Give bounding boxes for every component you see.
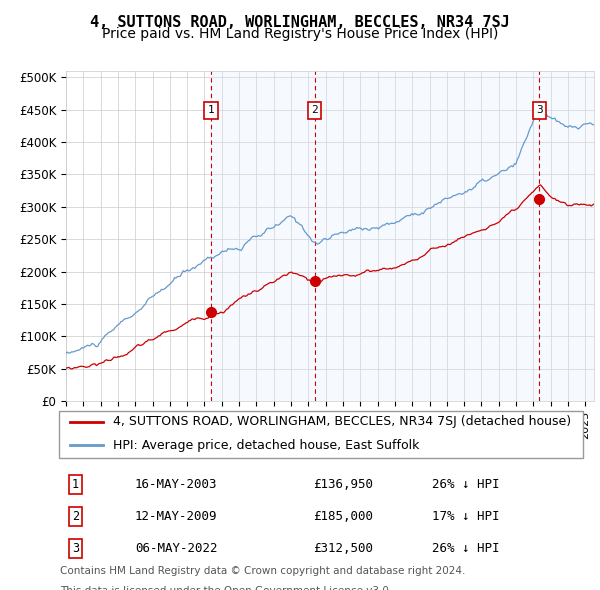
Text: £312,500: £312,500 bbox=[313, 542, 373, 555]
Text: 16-MAY-2003: 16-MAY-2003 bbox=[135, 478, 218, 491]
Text: 26% ↓ HPI: 26% ↓ HPI bbox=[432, 478, 499, 491]
Text: £136,950: £136,950 bbox=[313, 478, 373, 491]
Text: 17% ↓ HPI: 17% ↓ HPI bbox=[432, 510, 499, 523]
Bar bbox=[539, 71, 594, 401]
Text: Contains HM Land Registry data © Crown copyright and database right 2024.: Contains HM Land Registry data © Crown c… bbox=[60, 566, 466, 576]
Text: 1: 1 bbox=[208, 106, 214, 116]
Text: 2: 2 bbox=[311, 106, 318, 116]
Text: 12-MAY-2009: 12-MAY-2009 bbox=[135, 510, 218, 523]
Text: HPI: Average price, detached house, East Suffolk: HPI: Average price, detached house, East… bbox=[113, 439, 420, 452]
Text: 3: 3 bbox=[72, 542, 79, 555]
Text: 06-MAY-2022: 06-MAY-2022 bbox=[135, 542, 218, 555]
Bar bbox=[211, 71, 314, 401]
Text: 1: 1 bbox=[72, 478, 79, 491]
Text: 4, SUTTONS ROAD, WORLINGHAM, BECCLES, NR34 7SJ (detached house): 4, SUTTONS ROAD, WORLINGHAM, BECCLES, NR… bbox=[113, 415, 572, 428]
Text: £185,000: £185,000 bbox=[313, 510, 373, 523]
Text: This data is licensed under the Open Government Licence v3.0.: This data is licensed under the Open Gov… bbox=[60, 586, 392, 590]
FancyBboxPatch shape bbox=[59, 411, 583, 458]
Bar bbox=[314, 71, 539, 401]
Text: 4, SUTTONS ROAD, WORLINGHAM, BECCLES, NR34 7SJ: 4, SUTTONS ROAD, WORLINGHAM, BECCLES, NR… bbox=[90, 15, 510, 30]
Text: 3: 3 bbox=[536, 106, 543, 116]
Text: Price paid vs. HM Land Registry's House Price Index (HPI): Price paid vs. HM Land Registry's House … bbox=[102, 27, 498, 41]
Text: 26% ↓ HPI: 26% ↓ HPI bbox=[432, 542, 499, 555]
Text: 2: 2 bbox=[72, 510, 79, 523]
